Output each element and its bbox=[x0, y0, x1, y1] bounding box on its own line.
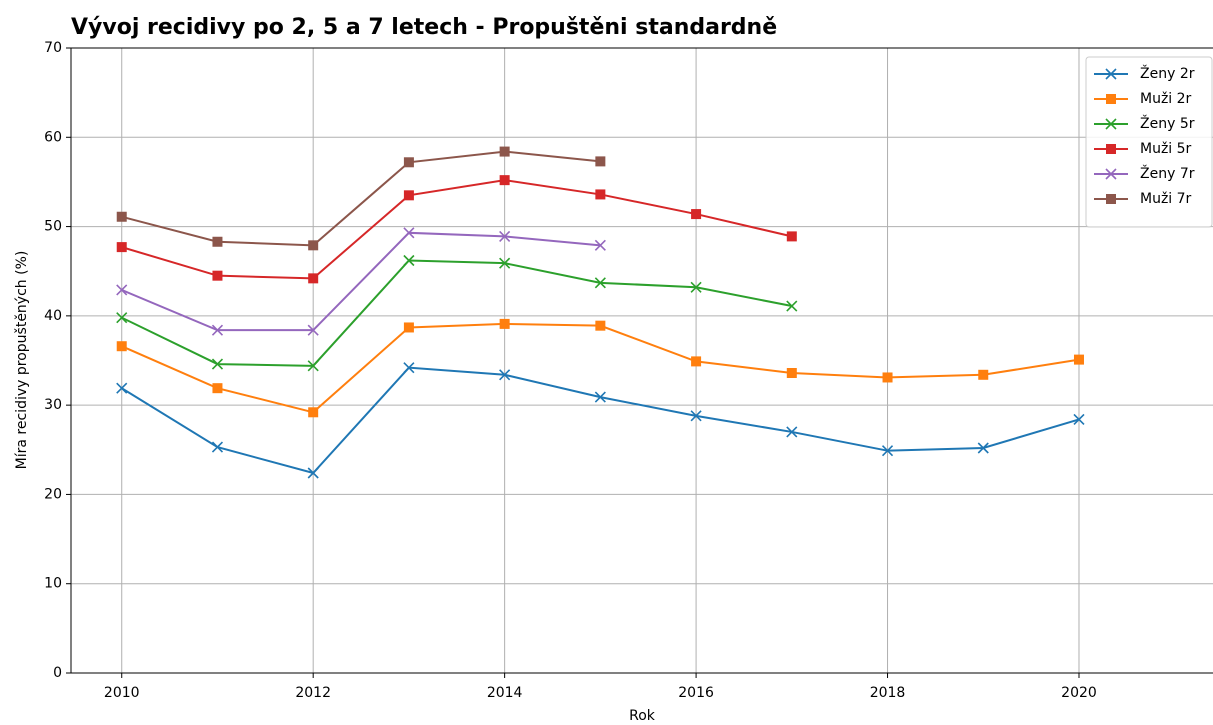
marker bbox=[881, 445, 894, 457]
marker bbox=[786, 300, 798, 312]
marker bbox=[691, 209, 702, 220]
marker bbox=[212, 270, 223, 281]
marker bbox=[116, 284, 128, 296]
marker bbox=[403, 227, 415, 239]
y-tick-label: 60 bbox=[44, 129, 62, 145]
marker bbox=[116, 312, 128, 324]
marker bbox=[307, 360, 319, 372]
marker bbox=[882, 372, 893, 383]
series-line bbox=[121, 179, 793, 280]
legend-marker bbox=[1106, 144, 1116, 154]
y-tick-label: 40 bbox=[44, 308, 62, 324]
marker bbox=[403, 254, 415, 267]
y-tick-label: 30 bbox=[44, 397, 62, 413]
y-tick-label: 0 bbox=[53, 665, 62, 681]
marker bbox=[211, 358, 224, 370]
marker bbox=[978, 369, 989, 380]
x-tick-label: 2016 bbox=[678, 685, 714, 701]
legend-marker bbox=[1106, 94, 1116, 104]
legend-label: Muži 2r bbox=[1140, 91, 1192, 107]
legend-label: Ženy 5r bbox=[1140, 114, 1195, 132]
marker bbox=[403, 322, 414, 333]
marker bbox=[211, 441, 224, 453]
marker bbox=[691, 356, 702, 367]
marker bbox=[499, 230, 511, 242]
y-axis-label: Míra recidivy propuštěných (%) bbox=[14, 251, 30, 470]
x-tick-label: 2018 bbox=[870, 685, 906, 701]
marker bbox=[499, 257, 511, 269]
series-line bbox=[121, 322, 1080, 414]
legend-marker bbox=[1106, 194, 1116, 204]
marker bbox=[977, 442, 989, 454]
legend-marker bbox=[1105, 168, 1117, 180]
marker bbox=[690, 410, 702, 422]
marker bbox=[307, 467, 319, 479]
marker bbox=[595, 156, 606, 167]
series-line bbox=[121, 150, 601, 247]
marker bbox=[786, 231, 797, 242]
marker bbox=[116, 382, 128, 394]
marker bbox=[116, 211, 127, 222]
marker bbox=[308, 407, 319, 418]
marker bbox=[403, 362, 415, 374]
y-tick-label: 10 bbox=[44, 576, 62, 592]
marker bbox=[595, 320, 606, 331]
marker bbox=[499, 146, 510, 157]
marker bbox=[499, 175, 510, 186]
marker bbox=[307, 324, 319, 336]
y-tick-label: 70 bbox=[44, 40, 62, 56]
marker bbox=[499, 369, 511, 381]
marker bbox=[499, 318, 510, 329]
legend: Ženy 2r Muži 2r Ženy 5r Muži 5r Ženy 7r Muži … bbox=[1085, 56, 1213, 228]
series-line bbox=[121, 231, 601, 332]
marker bbox=[116, 341, 127, 352]
legend-label: Muži 7r bbox=[1140, 191, 1192, 207]
marker bbox=[594, 239, 606, 251]
marker bbox=[403, 190, 414, 201]
marker bbox=[116, 242, 127, 253]
marker bbox=[594, 391, 606, 403]
chart-title: Vývoj recidivy po 2, 5 a 7 letech - Prop… bbox=[71, 15, 777, 40]
marker bbox=[690, 281, 702, 293]
marker bbox=[403, 157, 414, 168]
marker bbox=[1073, 354, 1084, 365]
series-line bbox=[121, 259, 793, 367]
marker bbox=[212, 236, 223, 247]
marker bbox=[212, 383, 223, 394]
marker bbox=[1073, 413, 1085, 425]
x-tick-label: 2010 bbox=[104, 685, 140, 701]
y-tick-label: 50 bbox=[44, 219, 62, 235]
marker bbox=[308, 240, 319, 251]
legend-marker bbox=[1105, 68, 1117, 80]
marker bbox=[595, 189, 606, 200]
axis-frame bbox=[70, 47, 1213, 674]
x-tick-label: 2014 bbox=[487, 685, 523, 701]
marker bbox=[308, 273, 319, 284]
marker bbox=[786, 426, 798, 438]
x-tick-label: 2012 bbox=[295, 685, 331, 701]
marker bbox=[786, 368, 797, 378]
legend-label: Ženy 2r bbox=[1140, 64, 1195, 82]
y-tick-label: 20 bbox=[44, 486, 62, 502]
series-line bbox=[121, 366, 1080, 475]
marker bbox=[594, 277, 606, 289]
x-tick-label: 2020 bbox=[1061, 685, 1097, 701]
legend-label: Muži 5r bbox=[1140, 141, 1192, 157]
legend-label: Ženy 7r bbox=[1140, 164, 1195, 182]
legend-marker bbox=[1105, 118, 1117, 130]
marker bbox=[211, 324, 224, 336]
x-axis-label: Rok bbox=[629, 708, 656, 724]
